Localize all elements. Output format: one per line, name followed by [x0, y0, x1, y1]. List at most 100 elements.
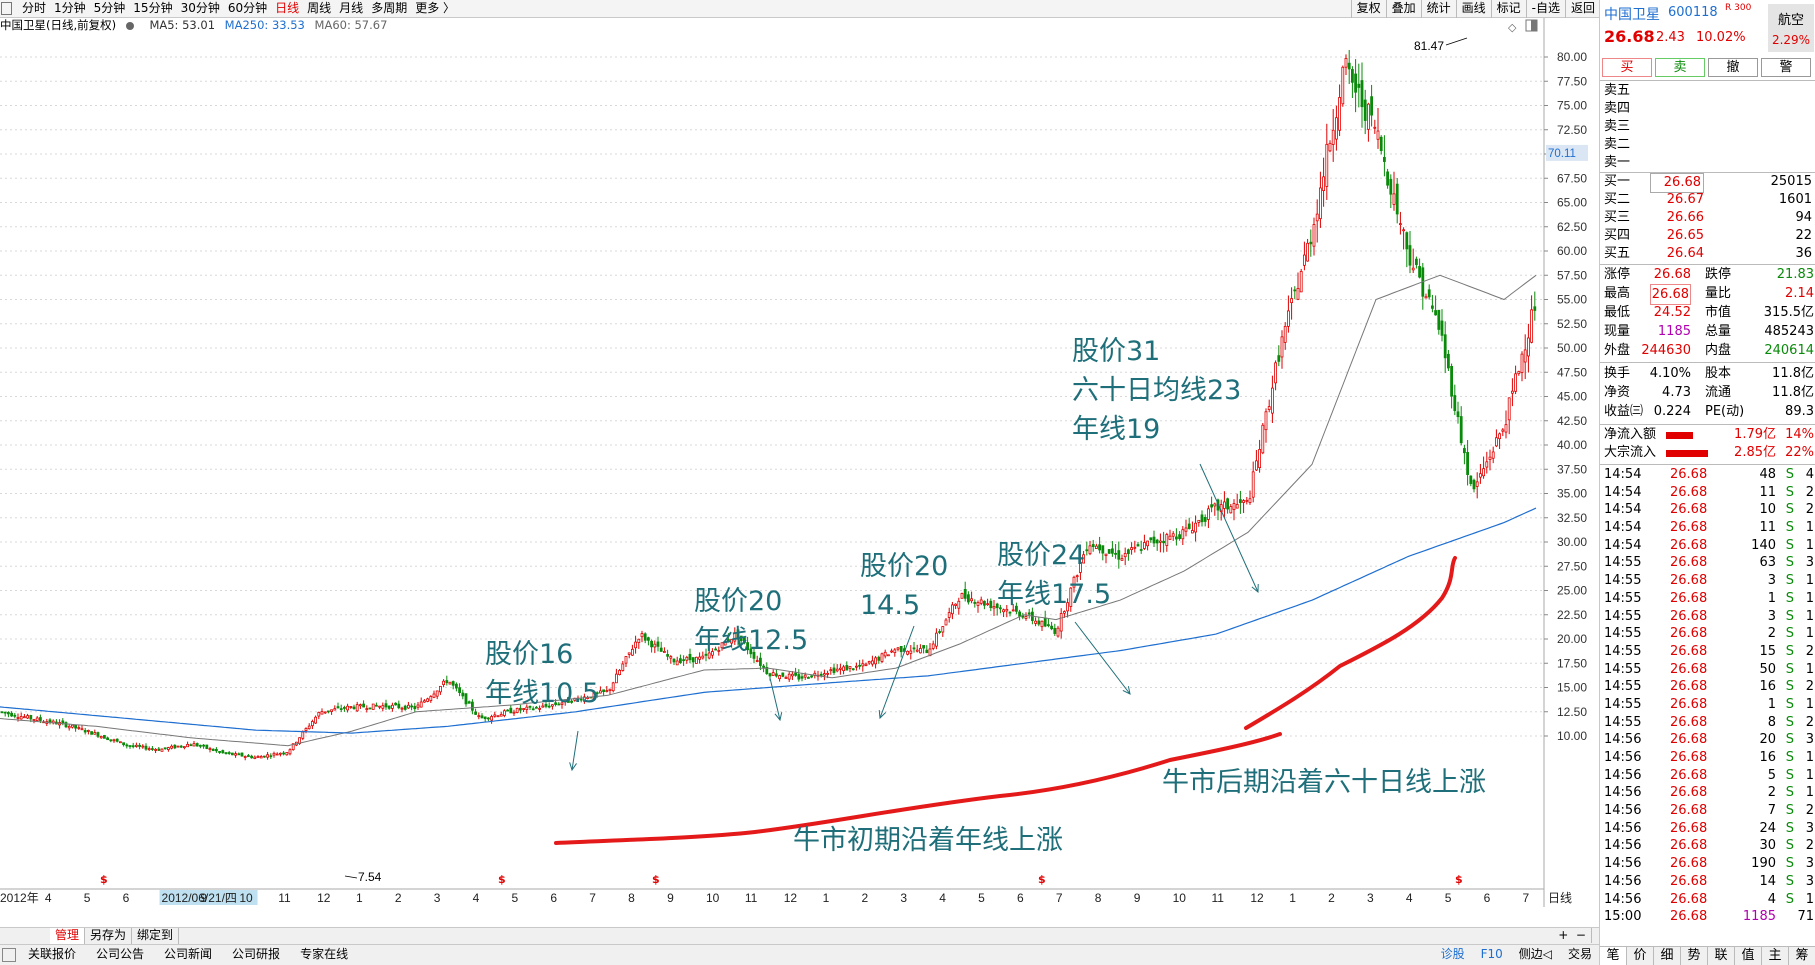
panel-tab[interactable]: 势 [1681, 947, 1708, 965]
candle-body [87, 730, 90, 732]
bid-row[interactable]: 买五 26.64 36 [1600, 245, 1815, 263]
candle-body [224, 752, 228, 755]
stat-label: 换手 [1604, 366, 1631, 381]
bid-row[interactable]: 买四 26.65 22 [1600, 227, 1815, 245]
stat-value: 485243 [1764, 324, 1814, 339]
diamond-icon[interactable]: ◇ [1508, 21, 1517, 34]
period-tab[interactable]: 15分钟 [133, 1, 173, 15]
x-tick-label: 2 [1328, 891, 1335, 905]
period-tab[interactable]: 5分钟 [93, 1, 126, 15]
tab-bind-to[interactable]: 绑定到 [132, 928, 180, 944]
panel-tab[interactable]: 联 [1708, 947, 1735, 965]
period-tab[interactable]: 日线 [275, 1, 300, 15]
window-menu-icon[interactable] [1, 2, 12, 15]
candle-body [1303, 254, 1306, 266]
panel-tab[interactable]: 筹 [1789, 947, 1815, 965]
bid-row[interactable]: 买二 26.67 1601 [1600, 191, 1815, 209]
status-menu-icon[interactable] [2, 948, 16, 962]
period-tab[interactable]: 1分钟 [54, 1, 86, 15]
alert-button[interactable]: 警 [1761, 58, 1811, 77]
sector-name: 航空 [1777, 13, 1804, 28]
panel-tab[interactable]: 笔 [1600, 947, 1627, 965]
candle-body [1491, 451, 1495, 459]
status-sidebar[interactable]: 侧边◁ [1518, 947, 1552, 961]
x-tick-label: 10 [706, 891, 720, 905]
candle-body [211, 748, 215, 752]
candle-body [1504, 424, 1508, 433]
tick-list[interactable]: 14:54 26.68 48 S 4 14:54 26.68 11 S 2 14:54 26.68 10… [1600, 466, 1815, 926]
cancel-order-button[interactable]: 撤 [1708, 58, 1758, 77]
candle-body [1325, 143, 1329, 187]
flow-label: 大宗流入 [1604, 445, 1657, 460]
buy-button[interactable]: 买 [1602, 58, 1652, 77]
chart-tool-button[interactable]: -自选 [1525, 0, 1565, 18]
chart-tool-button[interactable]: 复权 [1350, 0, 1386, 18]
candle-body [1328, 142, 1332, 152]
period-tab[interactable]: 周线 [307, 1, 332, 15]
status-f10[interactable]: F10 [1480, 947, 1503, 961]
candle-body [448, 681, 452, 685]
ask-row[interactable]: 卖三 [1600, 118, 1815, 136]
period-tab[interactable]: 月线 [339, 1, 364, 15]
panel-tab[interactable]: 主 [1762, 947, 1789, 965]
candlestick-chart[interactable]: 80.0077.5075.0072.5070.0067.5065.0062.50… [0, 18, 1599, 927]
period-tab[interactable]: 60分钟 [227, 1, 268, 15]
dividend-marker-icon[interactable]: $ [498, 873, 506, 886]
period-tab[interactable]: 30分钟 [180, 1, 220, 15]
x-tick-label: 2 [395, 891, 402, 905]
ask-row[interactable]: 卖一 [1600, 154, 1815, 172]
status-news[interactable]: 公司新闻 [164, 947, 213, 961]
status-quote[interactable]: 关联报价 [28, 947, 77, 961]
status-expert[interactable]: 专家在线 [300, 947, 349, 961]
chart-tool-button[interactable]: 叠加 [1385, 0, 1421, 18]
candle-body [83, 730, 87, 733]
bid-row[interactable]: 买三 26.66 94 [1600, 209, 1815, 227]
y-tick-label: 67.50 [1557, 171, 1587, 185]
bid-row[interactable]: 买一 26.68 25015 [1600, 173, 1815, 193]
chart-tool-button[interactable]: 标记 [1490, 0, 1526, 18]
chart-tool-button[interactable]: 返回 [1564, 0, 1600, 18]
status-research[interactable]: 公司研报 [232, 947, 281, 961]
tick-volume: 8 [1767, 714, 1776, 730]
status-trade[interactable]: 交易 [1567, 947, 1592, 961]
tick-count: 1 [1805, 750, 1814, 765]
candle-body [464, 693, 468, 705]
candle-body [90, 731, 93, 735]
panel-tab[interactable]: 值 [1735, 947, 1762, 965]
dividend-marker-icon[interactable]: $ [1038, 873, 1046, 886]
legend-toggle-icon[interactable] [125, 18, 140, 32]
dividend-marker-icon[interactable]: $ [652, 873, 660, 886]
period-tab[interactable]: 多周期 [371, 1, 408, 15]
panel-tab[interactable]: 价 [1627, 947, 1654, 965]
candle-body [112, 739, 116, 742]
ask-row[interactable]: 卖四 [1600, 100, 1815, 118]
tick-row: 14:55 26.68 50 S 1 [1600, 661, 1815, 679]
ask-row[interactable]: 卖二 [1600, 136, 1815, 154]
candle-body [336, 706, 340, 709]
period-tab[interactable]: 分时 [22, 1, 47, 15]
candle-body [858, 664, 861, 667]
candle-body [541, 705, 545, 708]
chart-tool-button[interactable]: 画线 [1455, 0, 1491, 18]
period-tab[interactable]: 更多 〉 [415, 1, 456, 15]
panel-tab[interactable]: 细 [1654, 947, 1681, 965]
sell-button[interactable]: 卖 [1655, 58, 1705, 77]
chart-tool-button[interactable]: 统计 [1420, 0, 1456, 18]
status-diagnose[interactable]: 诊股 [1440, 947, 1465, 961]
stat-label: 收益㈢ [1604, 404, 1644, 419]
dividend-marker-icon[interactable]: $ [1455, 873, 1463, 886]
candle-body [1469, 475, 1473, 484]
stock-name[interactable]: 中国卫星 [1604, 7, 1660, 23]
tab-save-as[interactable]: 另存为 [85, 928, 133, 944]
sector-box[interactable]: 航空 2.29% [1768, 4, 1814, 52]
tab-manage[interactable]: 管理 [50, 928, 86, 944]
zoom-controls[interactable]: + − [1553, 928, 1592, 943]
stat-label: 流通 [1705, 385, 1732, 400]
tick-price: 26.68 [1670, 555, 1708, 571]
dividend-marker-icon[interactable]: $ [100, 873, 108, 886]
ask-row[interactable]: 卖五 [1600, 82, 1815, 100]
status-announce[interactable]: 公司公告 [96, 947, 145, 961]
tick-price: 26.68 [1670, 573, 1708, 589]
candle-body [509, 707, 513, 714]
candle-body [1088, 545, 1092, 555]
